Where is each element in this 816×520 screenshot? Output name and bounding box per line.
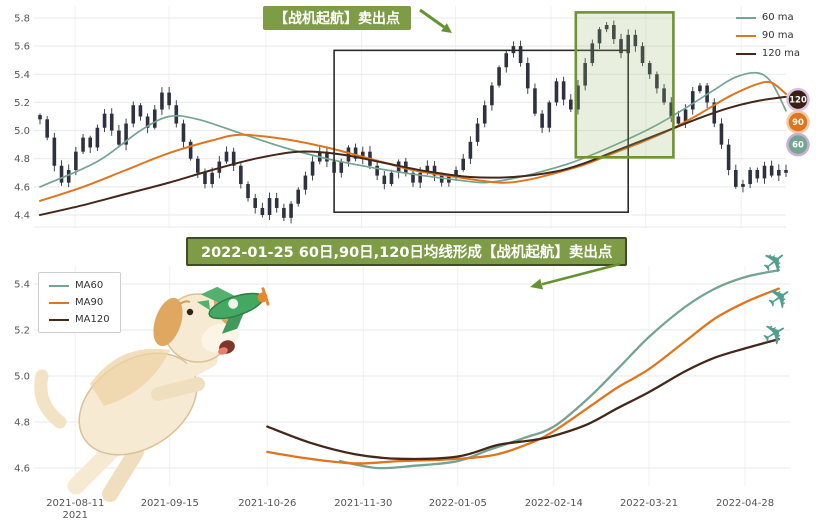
ma-badge-120: [786, 87, 810, 112]
ma90-line-swatch: [49, 301, 69, 304]
legend-label-90ma: 90 ma: [761, 30, 794, 41]
svg-text:2022-03-21: 2022-03-21: [620, 498, 678, 509]
svg-text:4.8: 4.8: [14, 418, 30, 429]
highlight-box-black: [333, 49, 629, 213]
sellpoint-arrow-icon: [419, 8, 452, 33]
svg-text:5.2: 5.2: [14, 98, 30, 109]
highlight-box-green: [574, 11, 675, 159]
svg-text:2021-08-11: 2021-08-11: [46, 498, 104, 509]
ma120-line-swatch: [49, 318, 69, 321]
svg-text:4.6: 4.6: [14, 182, 30, 193]
legend-item-ma120: MA120: [49, 314, 110, 325]
sellpoint-callout: 【战机起航】卖出点: [263, 6, 411, 30]
svg-text:2022-04-28: 2022-04-28: [716, 498, 774, 509]
bottom-chart-legend: MA60 MA90 MA120: [38, 272, 121, 333]
ma120-line-swatch: [735, 52, 756, 55]
ma60-line-swatch: [735, 16, 756, 19]
legend-label-ma120: MA120: [75, 314, 110, 325]
ma-badge-60: [786, 132, 810, 157]
top-price-chart: 4.4 4.6 4.8 5.0 5.2 5.4 5.6 5.8 120 90 60: [14, 6, 810, 228]
svg-text:5.0: 5.0: [14, 372, 30, 383]
ma60-line-swatch: [49, 284, 69, 287]
legend-item-ma60: MA60: [49, 280, 110, 291]
svg-text:90: 90: [792, 118, 804, 128]
svg-text:4.4: 4.4: [14, 211, 30, 222]
legend-item-120ma: 120 ma: [735, 48, 800, 59]
legend-item-60ma: 60 ma: [735, 12, 800, 23]
legend-item-90ma: 90 ma: [735, 30, 800, 41]
ma-line-ma60: [39, 71, 787, 188]
date-callout: 2022-01-25 60日,90日,120日均线形成【战机起航】卖出点: [186, 237, 628, 266]
svg-text:120: 120: [789, 96, 807, 106]
svg-text:4.6: 4.6: [14, 464, 30, 475]
svg-text:5.2: 5.2: [14, 326, 30, 337]
top-chart-legend: 60 ma 90 ma 120 ma: [735, 12, 800, 59]
ma-line-ma90: [39, 80, 787, 202]
svg-text:2021-11-30: 2021-11-30: [334, 498, 392, 509]
legend-label-ma90: MA90: [75, 297, 104, 308]
svg-text:5.4: 5.4: [14, 280, 30, 291]
ma90-line-swatch: [735, 34, 756, 37]
dog-illustration-canvas: [34, 286, 270, 502]
svg-text:2021-10-26: 2021-10-26: [238, 498, 296, 509]
ma-badge-90: [786, 110, 810, 134]
date-callout-arrow-icon: [530, 262, 621, 290]
ma-line-ma120: [39, 95, 787, 216]
svg-text:2021-09-15: 2021-09-15: [141, 498, 199, 509]
toy-airplane-illustration: [196, 286, 270, 334]
legend-label-ma60: MA60: [75, 280, 104, 291]
svg-text:5.6: 5.6: [14, 42, 30, 53]
legend-label-120ma: 120 ma: [761, 48, 800, 59]
ma-line-ma90: [266, 287, 780, 465]
svg-text:60: 60: [792, 141, 804, 151]
legend-item-ma90: MA90: [49, 297, 110, 308]
svg-text:5.0: 5.0: [14, 126, 30, 137]
year-label: 2021: [63, 510, 88, 520]
legend-label-60ma: 60 ma: [761, 12, 794, 23]
svg-text:2022-02-14: 2022-02-14: [525, 498, 583, 509]
svg-text:2022-01-05: 2022-01-05: [429, 498, 487, 509]
ma-line-ma120: [266, 338, 780, 461]
ma-line-ma60: [338, 269, 780, 470]
svg-text:4.8: 4.8: [14, 154, 30, 165]
svg-text:5.8: 5.8: [14, 14, 30, 25]
svg-text:5.4: 5.4: [14, 70, 30, 81]
